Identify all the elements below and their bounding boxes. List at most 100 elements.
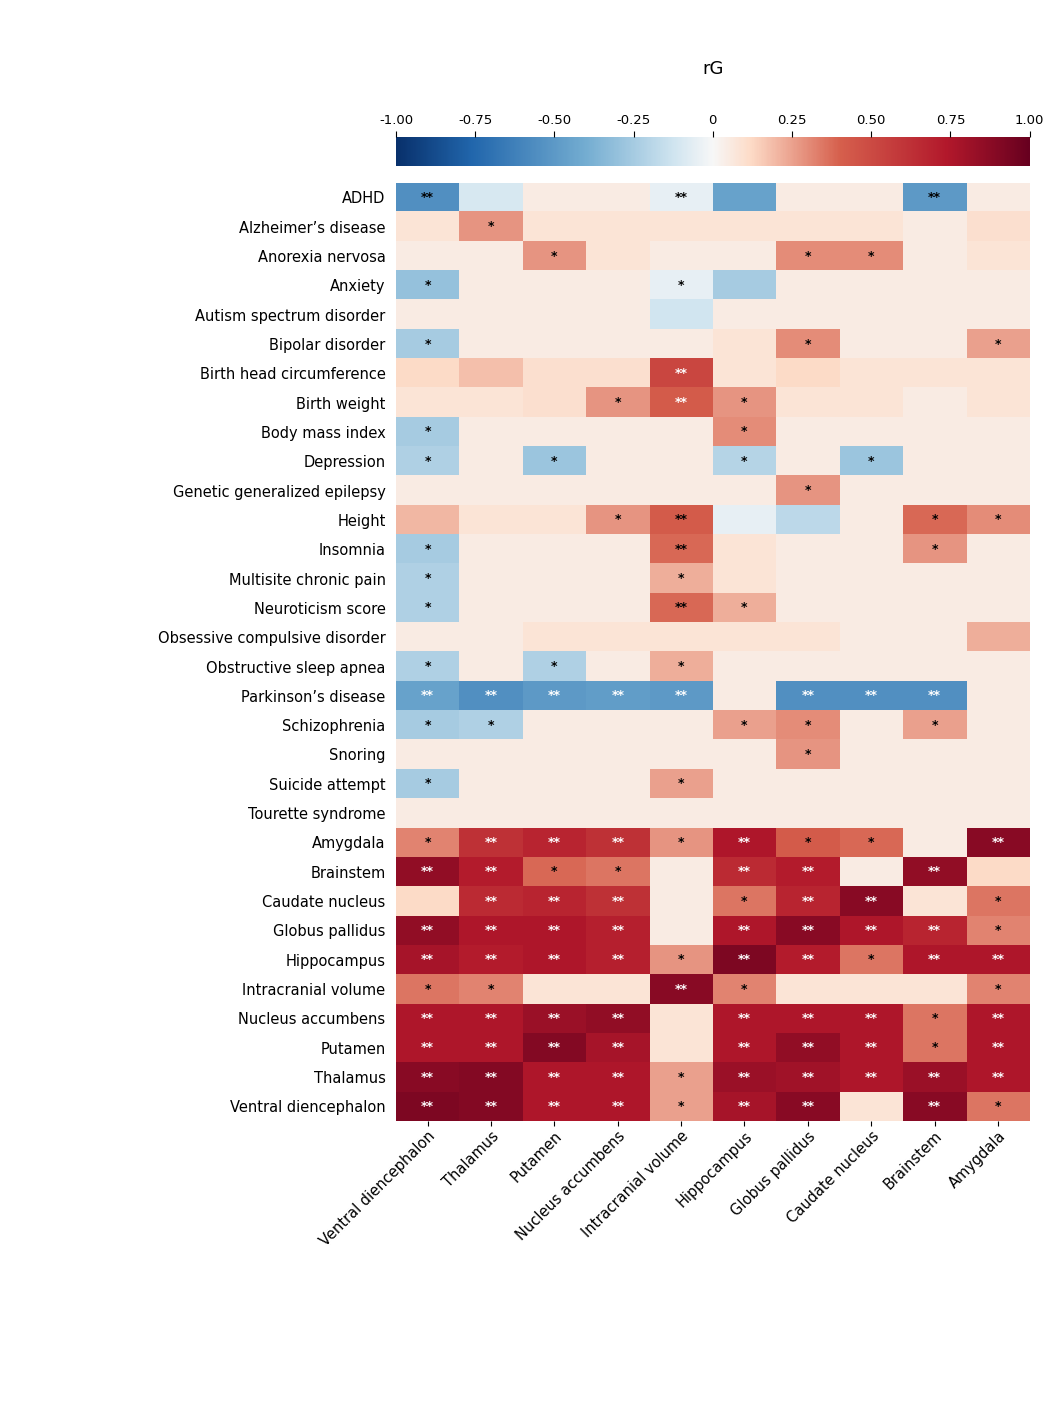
Text: **: **: [928, 1100, 941, 1112]
Text: **: **: [802, 1012, 814, 1025]
Text: **: **: [865, 924, 878, 937]
Text: *: *: [741, 601, 748, 614]
Text: *: *: [425, 777, 431, 790]
Text: *: *: [551, 865, 558, 878]
Text: **: **: [421, 1012, 434, 1025]
Text: **: **: [802, 954, 814, 967]
Text: **: **: [992, 954, 1004, 967]
Text: **: **: [421, 690, 434, 703]
Text: **: **: [548, 1071, 561, 1084]
Text: **: **: [485, 1071, 497, 1084]
Text: *: *: [931, 1012, 938, 1025]
Text: *: *: [678, 777, 684, 790]
Text: **: **: [611, 1041, 624, 1054]
Text: *: *: [868, 250, 874, 263]
Text: *: *: [995, 894, 1001, 908]
Text: *: *: [425, 426, 431, 438]
Text: *: *: [678, 1071, 684, 1084]
Text: **: **: [548, 924, 561, 937]
Text: *: *: [741, 396, 748, 410]
Text: *: *: [488, 220, 494, 233]
Text: **: **: [865, 690, 878, 703]
Text: **: **: [675, 191, 687, 204]
Text: **: **: [928, 1071, 941, 1084]
Text: **: **: [548, 835, 561, 850]
Text: *: *: [425, 543, 431, 555]
Text: **: **: [548, 1041, 561, 1054]
Text: *: *: [931, 514, 938, 527]
Text: *: *: [931, 718, 938, 731]
Text: *: *: [551, 250, 558, 263]
Text: **: **: [485, 690, 497, 703]
Text: *: *: [678, 278, 684, 291]
Text: **: **: [738, 1100, 751, 1112]
Text: **: **: [421, 924, 434, 937]
Text: **: **: [802, 865, 814, 878]
Text: *: *: [425, 337, 431, 350]
Text: *: *: [931, 543, 938, 555]
Text: **: **: [865, 1012, 878, 1025]
Text: **: **: [611, 835, 624, 850]
Text: **: **: [485, 1100, 497, 1112]
Text: *: *: [678, 835, 684, 850]
Text: **: **: [802, 1100, 814, 1112]
Text: **: **: [992, 835, 1004, 850]
Text: **: **: [485, 894, 497, 908]
Text: *: *: [741, 982, 748, 995]
Text: **: **: [928, 924, 941, 937]
Text: *: *: [805, 337, 811, 350]
Text: *: *: [805, 748, 811, 761]
Text: **: **: [738, 835, 751, 850]
Text: **: **: [611, 954, 624, 967]
Text: *: *: [678, 660, 684, 673]
Text: **: **: [738, 1071, 751, 1084]
Text: **: **: [675, 982, 687, 995]
Text: rG: rG: [702, 60, 723, 77]
Text: *: *: [425, 454, 431, 468]
Text: **: **: [865, 894, 878, 908]
Text: **: **: [611, 924, 624, 937]
Text: *: *: [741, 894, 748, 908]
Text: *: *: [488, 982, 494, 995]
Text: **: **: [865, 1041, 878, 1054]
Text: **: **: [611, 1100, 624, 1112]
Text: **: **: [485, 924, 497, 937]
Text: *: *: [805, 835, 811, 850]
Text: **: **: [611, 1071, 624, 1084]
Text: *: *: [551, 454, 558, 468]
Text: *: *: [741, 426, 748, 438]
Text: **: **: [485, 1041, 497, 1054]
Text: *: *: [805, 718, 811, 731]
Text: *: *: [615, 514, 621, 527]
Text: **: **: [421, 865, 434, 878]
Text: *: *: [615, 396, 621, 410]
Text: *: *: [678, 954, 684, 967]
Text: **: **: [548, 954, 561, 967]
Text: **: **: [928, 690, 941, 703]
Text: *: *: [678, 1100, 684, 1112]
Text: *: *: [488, 718, 494, 731]
Text: **: **: [421, 1041, 434, 1054]
Text: **: **: [738, 865, 751, 878]
Text: *: *: [425, 573, 431, 585]
Text: **: **: [485, 865, 497, 878]
Text: **: **: [485, 1012, 497, 1025]
Text: **: **: [611, 690, 624, 703]
Text: *: *: [868, 954, 874, 967]
Text: *: *: [995, 514, 1001, 527]
Text: **: **: [421, 191, 434, 204]
Text: **: **: [802, 1041, 814, 1054]
Text: **: **: [675, 601, 687, 614]
Text: *: *: [805, 250, 811, 263]
Text: *: *: [425, 660, 431, 673]
Text: **: **: [928, 865, 941, 878]
Text: **: **: [611, 894, 624, 908]
Text: *: *: [425, 718, 431, 731]
Text: *: *: [551, 660, 558, 673]
Text: **: **: [802, 924, 814, 937]
Text: **: **: [611, 1012, 624, 1025]
Text: **: **: [865, 1071, 878, 1084]
Text: *: *: [425, 982, 431, 995]
Text: *: *: [995, 924, 1001, 937]
Text: *: *: [741, 718, 748, 731]
